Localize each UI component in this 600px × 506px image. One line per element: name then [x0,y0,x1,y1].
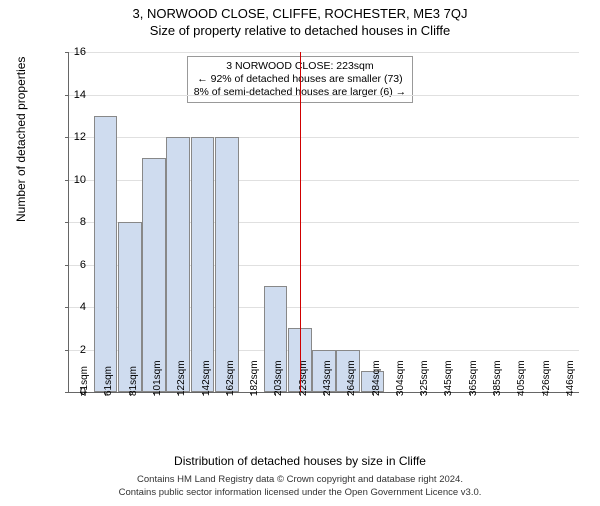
gridline [69,52,579,53]
chart-container: 3, NORWOOD CLOSE, CLIFFE, ROCHESTER, ME3… [0,6,600,506]
ytick-label: 6 [46,259,86,271]
chart-title: 3, NORWOOD CLOSE, CLIFFE, ROCHESTER, ME3… [0,6,600,21]
gridline [69,137,579,138]
histogram-bar [215,137,239,392]
ytick-label: 10 [46,174,86,186]
ytick-label: 16 [46,46,86,58]
footer-line-2: Contains public sector information licen… [0,487,600,498]
x-axis-label: Distribution of detached houses by size … [0,454,600,468]
ytick-label: 2 [46,344,86,356]
histogram-bar [94,116,118,392]
ytick-label: 4 [46,301,86,313]
ytick-label: 14 [46,89,86,101]
footer-line-1: Contains HM Land Registry data © Crown c… [0,474,600,485]
ytick-label: 12 [46,131,86,143]
property-marker-line [300,52,301,392]
histogram-bar [166,137,190,392]
gridline [69,95,579,96]
histogram-bar [142,158,166,392]
ytick-label: 8 [46,216,86,228]
y-axis-label: Number of detached properties [14,57,28,222]
plot-area: 3 NORWOOD CLOSE: 223sqm ← 92% of detache… [68,52,579,393]
ytick-label: 0 [46,386,86,398]
histogram-bar [191,137,215,392]
chart-subtitle: Size of property relative to detached ho… [0,23,600,38]
